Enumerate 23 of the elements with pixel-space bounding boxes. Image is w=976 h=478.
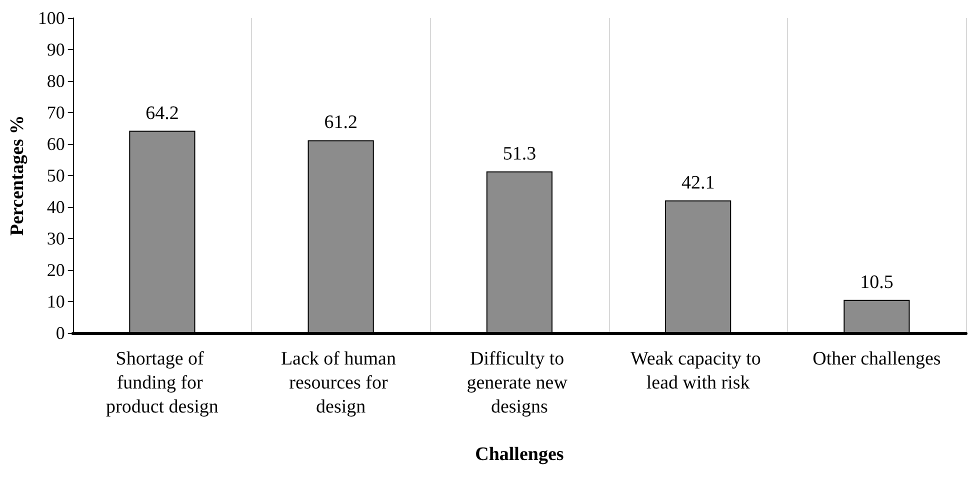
data-label: 64.2 xyxy=(146,102,179,124)
data-label: 10.5 xyxy=(860,272,894,293)
y-tick-label: 0 xyxy=(56,323,65,343)
y-tick-label: 60 xyxy=(46,134,65,154)
x-tick-label: Shortage of funding for product design xyxy=(106,348,219,418)
y-tick-label: 100 xyxy=(38,8,65,28)
x-tick-label: Lack of human resources for design xyxy=(280,348,401,418)
y-tick-label: 10 xyxy=(46,292,65,312)
y-tick-label: 30 xyxy=(46,228,65,248)
data-label: 51.3 xyxy=(502,143,536,164)
x-tick-label: Weak capacity to lead with risk xyxy=(630,348,766,394)
y-tick-label: 80 xyxy=(46,71,65,91)
y-axis-title: Percentages % xyxy=(7,115,28,236)
data-label: 42.1 xyxy=(681,172,715,194)
x-tick-label: Difficulty to generate new designs xyxy=(466,348,572,418)
y-tick-label: 40 xyxy=(46,197,65,217)
y-tick-label: 20 xyxy=(46,260,65,280)
y-tick-label: 70 xyxy=(46,102,65,122)
x-tick-label: Other challenges xyxy=(812,348,941,370)
data-label: 61.2 xyxy=(324,112,358,134)
y-tick-label: 90 xyxy=(46,40,65,60)
x-axis-title: Challenges xyxy=(475,444,564,465)
y-tick-label: 50 xyxy=(46,166,65,186)
